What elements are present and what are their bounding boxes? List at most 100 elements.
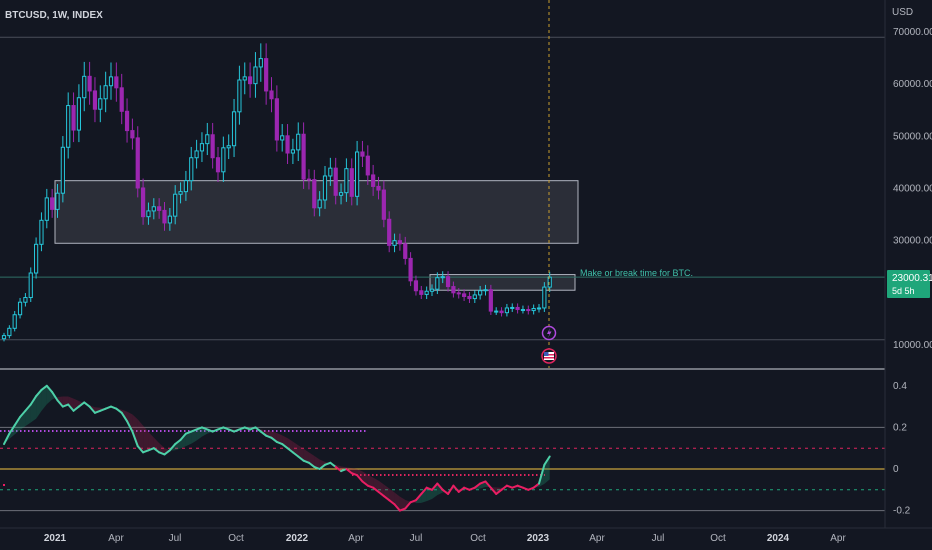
- candle-body[interactable]: [151, 206, 156, 212]
- candle-body[interactable]: [215, 157, 221, 173]
- candle-body[interactable]: [429, 288, 435, 292]
- candle-body[interactable]: [499, 310, 504, 314]
- candle-body[interactable]: [333, 167, 338, 196]
- candle-body[interactable]: [536, 307, 542, 310]
- candle-body[interactable]: [542, 286, 547, 309]
- candle-body[interactable]: [108, 76, 114, 87]
- candle-body[interactable]: [376, 185, 381, 191]
- candle-body[interactable]: [237, 79, 242, 113]
- candle-body[interactable]: [349, 168, 354, 197]
- candle-body[interactable]: [403, 243, 408, 259]
- candle-body[interactable]: [28, 272, 33, 299]
- candle-body[interactable]: [242, 76, 247, 81]
- candle-body[interactable]: [98, 98, 103, 110]
- candle-body[interactable]: [328, 167, 333, 177]
- candle-body[interactable]: [312, 179, 317, 209]
- candle-body[interactable]: [317, 199, 322, 209]
- candle-body[interactable]: [141, 187, 146, 218]
- candle-body[interactable]: [44, 197, 49, 221]
- candle-body[interactable]: [17, 301, 23, 316]
- candle-body[interactable]: [392, 240, 397, 246]
- candle-body[interactable]: [478, 290, 483, 296]
- candle-body[interactable]: [440, 276, 445, 279]
- candle-body[interactable]: [173, 193, 178, 217]
- candle-body[interactable]: [451, 286, 456, 294]
- candle-body[interactable]: [189, 157, 194, 182]
- candle-body[interactable]: [162, 209, 167, 224]
- candle-body[interactable]: [494, 310, 499, 313]
- candle-body[interactable]: [280, 135, 285, 141]
- candle-body[interactable]: [285, 135, 290, 154]
- candle-body[interactable]: [360, 151, 365, 157]
- candle-body[interactable]: [194, 150, 199, 159]
- candle-body[interactable]: [387, 218, 392, 246]
- candle-body[interactable]: [526, 309, 531, 312]
- candle-body[interactable]: [510, 306, 515, 309]
- candle-body[interactable]: [135, 137, 140, 189]
- candle-body[interactable]: [248, 76, 253, 85]
- oscillator-pane[interactable]: [0, 384, 885, 512]
- candle-body[interactable]: [365, 155, 370, 176]
- candle-body[interactable]: [419, 290, 424, 295]
- candle-body[interactable]: [424, 290, 429, 295]
- candle-body[interactable]: [397, 240, 402, 245]
- candle-body[interactable]: [435, 277, 440, 290]
- candle-body[interactable]: [381, 189, 386, 220]
- candle-body[interactable]: [7, 327, 12, 337]
- candle-body[interactable]: [82, 75, 87, 99]
- candle-body[interactable]: [531, 307, 536, 312]
- candle-body[interactable]: [124, 110, 130, 132]
- candle-body[interactable]: [290, 149, 295, 154]
- candle-body[interactable]: [258, 58, 263, 68]
- candle-body[interactable]: [306, 178, 312, 181]
- candle-body[interactable]: [462, 293, 467, 297]
- lightning-event-icon[interactable]: [541, 325, 557, 341]
- candle-body[interactable]: [50, 197, 55, 210]
- candle-body[interactable]: [231, 111, 237, 147]
- candle-body[interactable]: [183, 180, 189, 193]
- candle-body[interactable]: [103, 85, 108, 100]
- candle-body[interactable]: [355, 151, 360, 197]
- candle-body[interactable]: [456, 292, 461, 295]
- candle-body[interactable]: [23, 297, 28, 303]
- time-axis[interactable]: 2021 Apr Jul Oct 2022 Apr Jul Oct 2023 Apr Jul Oct 2…: [44, 533, 847, 544]
- candle-body[interactable]: [210, 134, 215, 159]
- candle-body[interactable]: [472, 294, 477, 300]
- candle-body[interactable]: [467, 295, 472, 300]
- candle-body[interactable]: [488, 289, 493, 312]
- candle-body[interactable]: [66, 105, 71, 148]
- us-flag-event-icon[interactable]: [541, 348, 557, 364]
- candle-body[interactable]: [146, 210, 151, 218]
- candle-body[interactable]: [515, 306, 520, 311]
- price-zone[interactable]: [429, 274, 576, 291]
- candle-body[interactable]: [199, 143, 205, 152]
- price-axis-bg[interactable]: [885, 0, 932, 528]
- candle-body[interactable]: [55, 192, 60, 210]
- candle-body[interactable]: [178, 191, 183, 195]
- candle-body[interactable]: [39, 219, 44, 245]
- candle-body[interactable]: [60, 146, 65, 194]
- candle-body[interactable]: [157, 206, 162, 211]
- candle-body[interactable]: [274, 98, 279, 141]
- candle-body[interactable]: [408, 257, 413, 282]
- price-pane[interactable]: [0, 0, 885, 368]
- candle-body[interactable]: [76, 97, 82, 131]
- candle-body[interactable]: [221, 147, 226, 173]
- candle-body[interactable]: [34, 243, 39, 274]
- price-zone[interactable]: [54, 180, 579, 244]
- candle-body[interactable]: [92, 90, 98, 110]
- candle-body[interactable]: [322, 175, 328, 201]
- candle-body[interactable]: [71, 105, 76, 131]
- candle-body[interactable]: [253, 66, 258, 85]
- candle-body[interactable]: [205, 134, 210, 145]
- candle-body[interactable]: [338, 192, 344, 196]
- candle-body[interactable]: [130, 130, 135, 139]
- candle-body[interactable]: [226, 145, 231, 149]
- candle-body[interactable]: [483, 289, 488, 292]
- candle-body[interactable]: [344, 168, 349, 194]
- candle-body[interactable]: [445, 276, 451, 288]
- candle-body[interactable]: [547, 276, 552, 288]
- candle-body[interactable]: [264, 58, 269, 92]
- candle-body[interactable]: [269, 90, 274, 100]
